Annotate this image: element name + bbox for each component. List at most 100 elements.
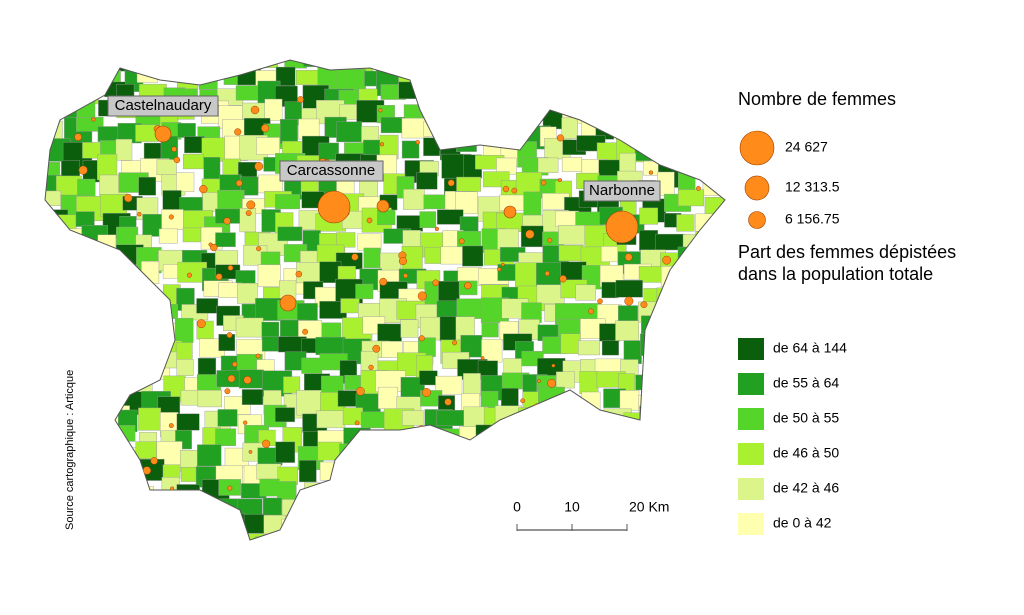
commune bbox=[684, 521, 706, 540]
commune bbox=[698, 462, 718, 483]
commune bbox=[695, 117, 725, 135]
commune bbox=[538, 540, 564, 564]
commune bbox=[519, 445, 541, 467]
commune bbox=[422, 430, 442, 447]
dot bbox=[398, 257, 408, 266]
commune bbox=[620, 69, 644, 85]
commune bbox=[78, 324, 109, 350]
commune bbox=[464, 460, 491, 480]
commune bbox=[515, 426, 534, 442]
commune bbox=[241, 389, 264, 405]
commune bbox=[656, 287, 681, 306]
commune bbox=[579, 432, 596, 451]
commune bbox=[99, 495, 117, 512]
commune bbox=[319, 485, 345, 505]
commune bbox=[79, 460, 110, 478]
commune bbox=[561, 117, 578, 139]
commune bbox=[458, 102, 484, 128]
commune bbox=[641, 466, 665, 483]
commune bbox=[342, 407, 363, 426]
commune bbox=[484, 504, 514, 526]
commune bbox=[456, 298, 486, 319]
dot bbox=[556, 134, 564, 142]
commune bbox=[578, 465, 599, 491]
commune bbox=[558, 66, 589, 91]
commune bbox=[723, 299, 725, 323]
commune bbox=[380, 429, 409, 455]
commune bbox=[259, 478, 280, 497]
legend-circle bbox=[744, 175, 770, 201]
commune bbox=[497, 264, 516, 281]
commune bbox=[403, 520, 422, 536]
commune bbox=[677, 355, 707, 373]
dot bbox=[170, 486, 175, 491]
commune bbox=[115, 138, 133, 161]
dot bbox=[488, 456, 494, 462]
commune bbox=[158, 504, 188, 530]
dot bbox=[246, 200, 256, 210]
commune bbox=[222, 158, 241, 177]
commune bbox=[655, 65, 679, 89]
legend-class-label: de 64 à 144 bbox=[773, 340, 847, 356]
commune bbox=[639, 67, 657, 90]
commune bbox=[619, 390, 640, 411]
commune bbox=[97, 60, 116, 73]
commune bbox=[698, 251, 717, 272]
commune bbox=[563, 518, 581, 540]
commune bbox=[138, 176, 157, 196]
commune bbox=[621, 60, 643, 63]
dot bbox=[232, 361, 238, 367]
dot bbox=[500, 262, 505, 267]
commune bbox=[635, 374, 664, 391]
dot bbox=[372, 344, 381, 353]
commune bbox=[662, 374, 689, 398]
commune bbox=[617, 100, 637, 119]
commune bbox=[238, 369, 264, 389]
commune bbox=[516, 520, 547, 540]
dot bbox=[302, 328, 309, 335]
commune bbox=[597, 65, 622, 87]
commune bbox=[541, 423, 570, 439]
commune bbox=[437, 88, 463, 108]
commune bbox=[402, 410, 424, 426]
commune bbox=[517, 530, 539, 540]
commune bbox=[644, 354, 670, 380]
commune bbox=[45, 534, 53, 540]
dot bbox=[481, 88, 487, 95]
commune bbox=[678, 531, 703, 540]
dot bbox=[505, 117, 513, 125]
commune bbox=[420, 448, 448, 465]
commune bbox=[75, 337, 97, 356]
dot bbox=[150, 457, 158, 465]
commune bbox=[695, 213, 725, 232]
commune bbox=[437, 104, 454, 122]
commune bbox=[555, 371, 575, 389]
commune bbox=[701, 298, 725, 322]
commune bbox=[176, 172, 195, 192]
commune bbox=[416, 502, 435, 518]
dot bbox=[551, 363, 556, 368]
commune bbox=[158, 228, 178, 244]
commune bbox=[537, 157, 559, 173]
commune bbox=[681, 305, 711, 322]
commune bbox=[77, 178, 96, 198]
commune bbox=[634, 139, 657, 161]
commune bbox=[45, 521, 57, 540]
commune bbox=[475, 424, 505, 449]
commune bbox=[64, 247, 81, 272]
commune bbox=[97, 463, 117, 487]
commune bbox=[274, 407, 295, 423]
commune bbox=[276, 537, 306, 540]
dot bbox=[447, 179, 455, 187]
dot bbox=[256, 246, 262, 252]
commune bbox=[403, 478, 428, 498]
commune bbox=[45, 283, 64, 299]
dot bbox=[356, 386, 365, 396]
commune bbox=[436, 60, 465, 71]
commune bbox=[679, 369, 702, 385]
legend-title: Nombre de femmes bbox=[738, 89, 896, 109]
commune bbox=[301, 357, 323, 374]
commune bbox=[660, 342, 687, 359]
dot bbox=[168, 423, 174, 429]
scale-label: 20 Km bbox=[629, 499, 669, 515]
